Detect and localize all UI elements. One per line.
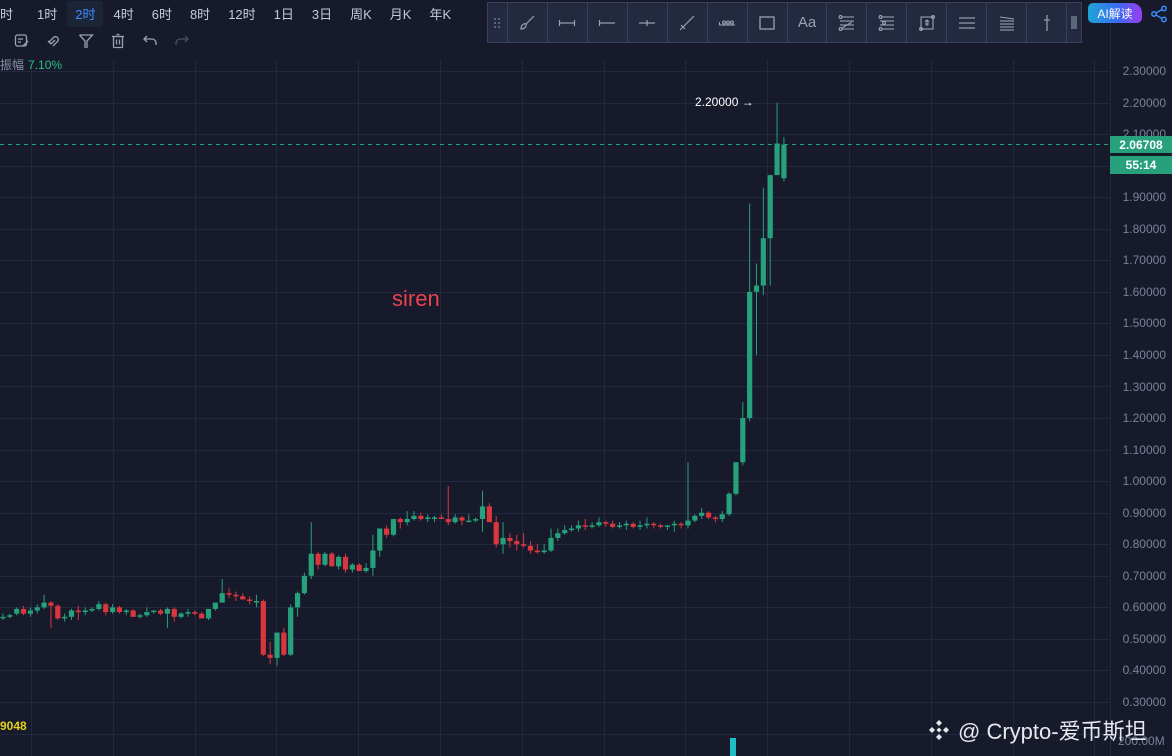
price-axis-label: 1.30000	[1122, 379, 1166, 394]
filter-icon[interactable]	[70, 30, 102, 52]
horizontal-line-icon[interactable]	[628, 3, 668, 42]
price-axis-label: 0.70000	[1122, 568, 1166, 583]
price-axis-label: 0.30000	[1122, 695, 1166, 709]
rectangle-icon[interactable]	[748, 3, 788, 42]
share-icon[interactable]	[1150, 5, 1168, 23]
amplitude-value: 7.10%	[28, 58, 63, 72]
horizontal-lines-icon[interactable]	[947, 3, 988, 42]
brush-icon[interactable]	[508, 3, 548, 42]
price-axis-label: 1.40000	[1122, 347, 1166, 362]
undo-icon[interactable]	[134, 30, 166, 52]
price-axis-label: 0.90000	[1122, 505, 1166, 520]
volume-axis-label: 200.00M	[1118, 734, 1165, 748]
ai-analysis-button[interactable]: AI解读	[1088, 3, 1142, 23]
text-icon[interactable]: Aa	[788, 3, 828, 42]
vertical-line-icon[interactable]	[1027, 3, 1068, 42]
interval-tab[interactable]: 2时	[67, 0, 104, 27]
price-axis-label: 1.70000	[1122, 253, 1166, 268]
candle-countdown-badge: 55:14	[1110, 156, 1172, 174]
price-axis-label: 0.40000	[1122, 663, 1166, 678]
segment-icon[interactable]	[548, 3, 588, 42]
price-axis-label: 1.60000	[1122, 284, 1166, 299]
redo-icon[interactable]	[166, 30, 198, 52]
fib-icon[interactable]	[867, 3, 908, 42]
drawing-toolbar: Aa	[487, 2, 1082, 43]
price-axis-label: 2.20000	[1122, 95, 1166, 110]
interval-tab[interactable]: 年K	[429, 7, 452, 22]
trend-line-icon[interactable]	[668, 3, 708, 42]
price-axis-label: 1.10000	[1122, 442, 1166, 457]
interval-tab[interactable]: 12时	[228, 7, 256, 22]
chart-toolbar	[6, 30, 198, 52]
price-axis-label: 0.60000	[1122, 600, 1166, 615]
price-axis-label: 2.30000	[1122, 64, 1166, 78]
volume-value: 9048	[0, 719, 27, 733]
interval-tab[interactable]: 时	[0, 7, 14, 22]
price-axis-label: 1.50000	[1122, 316, 1166, 331]
binance-logo-icon	[929, 720, 949, 740]
price-axis-label: 1.20000	[1122, 411, 1166, 426]
high-price-marker: 2.20000 →	[695, 95, 754, 109]
price-axis-label: 1.80000	[1122, 221, 1166, 236]
magnet-icon[interactable]	[38, 30, 70, 52]
price-axis-label: 0.50000	[1122, 631, 1166, 646]
current-price-badge: 2.06708	[1110, 136, 1172, 153]
grip-icon[interactable]	[488, 3, 508, 42]
measure-icon[interactable]	[907, 3, 948, 42]
interval-tab[interactable]: 3日	[311, 7, 333, 22]
price-axis-label: 1.00000	[1122, 474, 1166, 489]
more-icon[interactable]	[1067, 3, 1081, 42]
interval-tab[interactable]: 1日	[273, 7, 294, 22]
interval-tab[interactable]: 4时	[113, 7, 134, 22]
amplitude-label: 振幅	[0, 58, 25, 72]
interval-tab[interactable]: 6时	[151, 7, 172, 22]
parallel-channel-icon[interactable]	[827, 3, 868, 42]
watermark: @ Crypto-爱币斯坦	[926, 714, 1147, 746]
trash-icon[interactable]	[102, 30, 134, 52]
ray-icon[interactable]	[588, 3, 628, 42]
interval-tab[interactable]: 1时	[37, 7, 58, 22]
interval-tab[interactable]: 周K	[350, 7, 372, 22]
edit-settings-icon[interactable]	[6, 30, 38, 52]
price-axis-label: 1.90000	[1122, 190, 1166, 205]
interval-selector: 时 1时 2时 4时 6时 8时 12时 1日 3日 周K 月K 年K	[0, 0, 461, 27]
interval-tab[interactable]: 月K	[389, 7, 412, 22]
interval-tab[interactable]: 8时	[189, 7, 211, 22]
amplitude-indicator: 振幅 7.10%	[0, 56, 62, 73]
watermark-text: @ Crypto-爱币斯坦	[958, 719, 1147, 744]
price-range-icon[interactable]	[708, 3, 748, 42]
chart-annotation-text[interactable]: siren	[392, 286, 440, 311]
fan-icon[interactable]	[987, 3, 1028, 42]
price-axis-label: 0.80000	[1122, 537, 1166, 552]
